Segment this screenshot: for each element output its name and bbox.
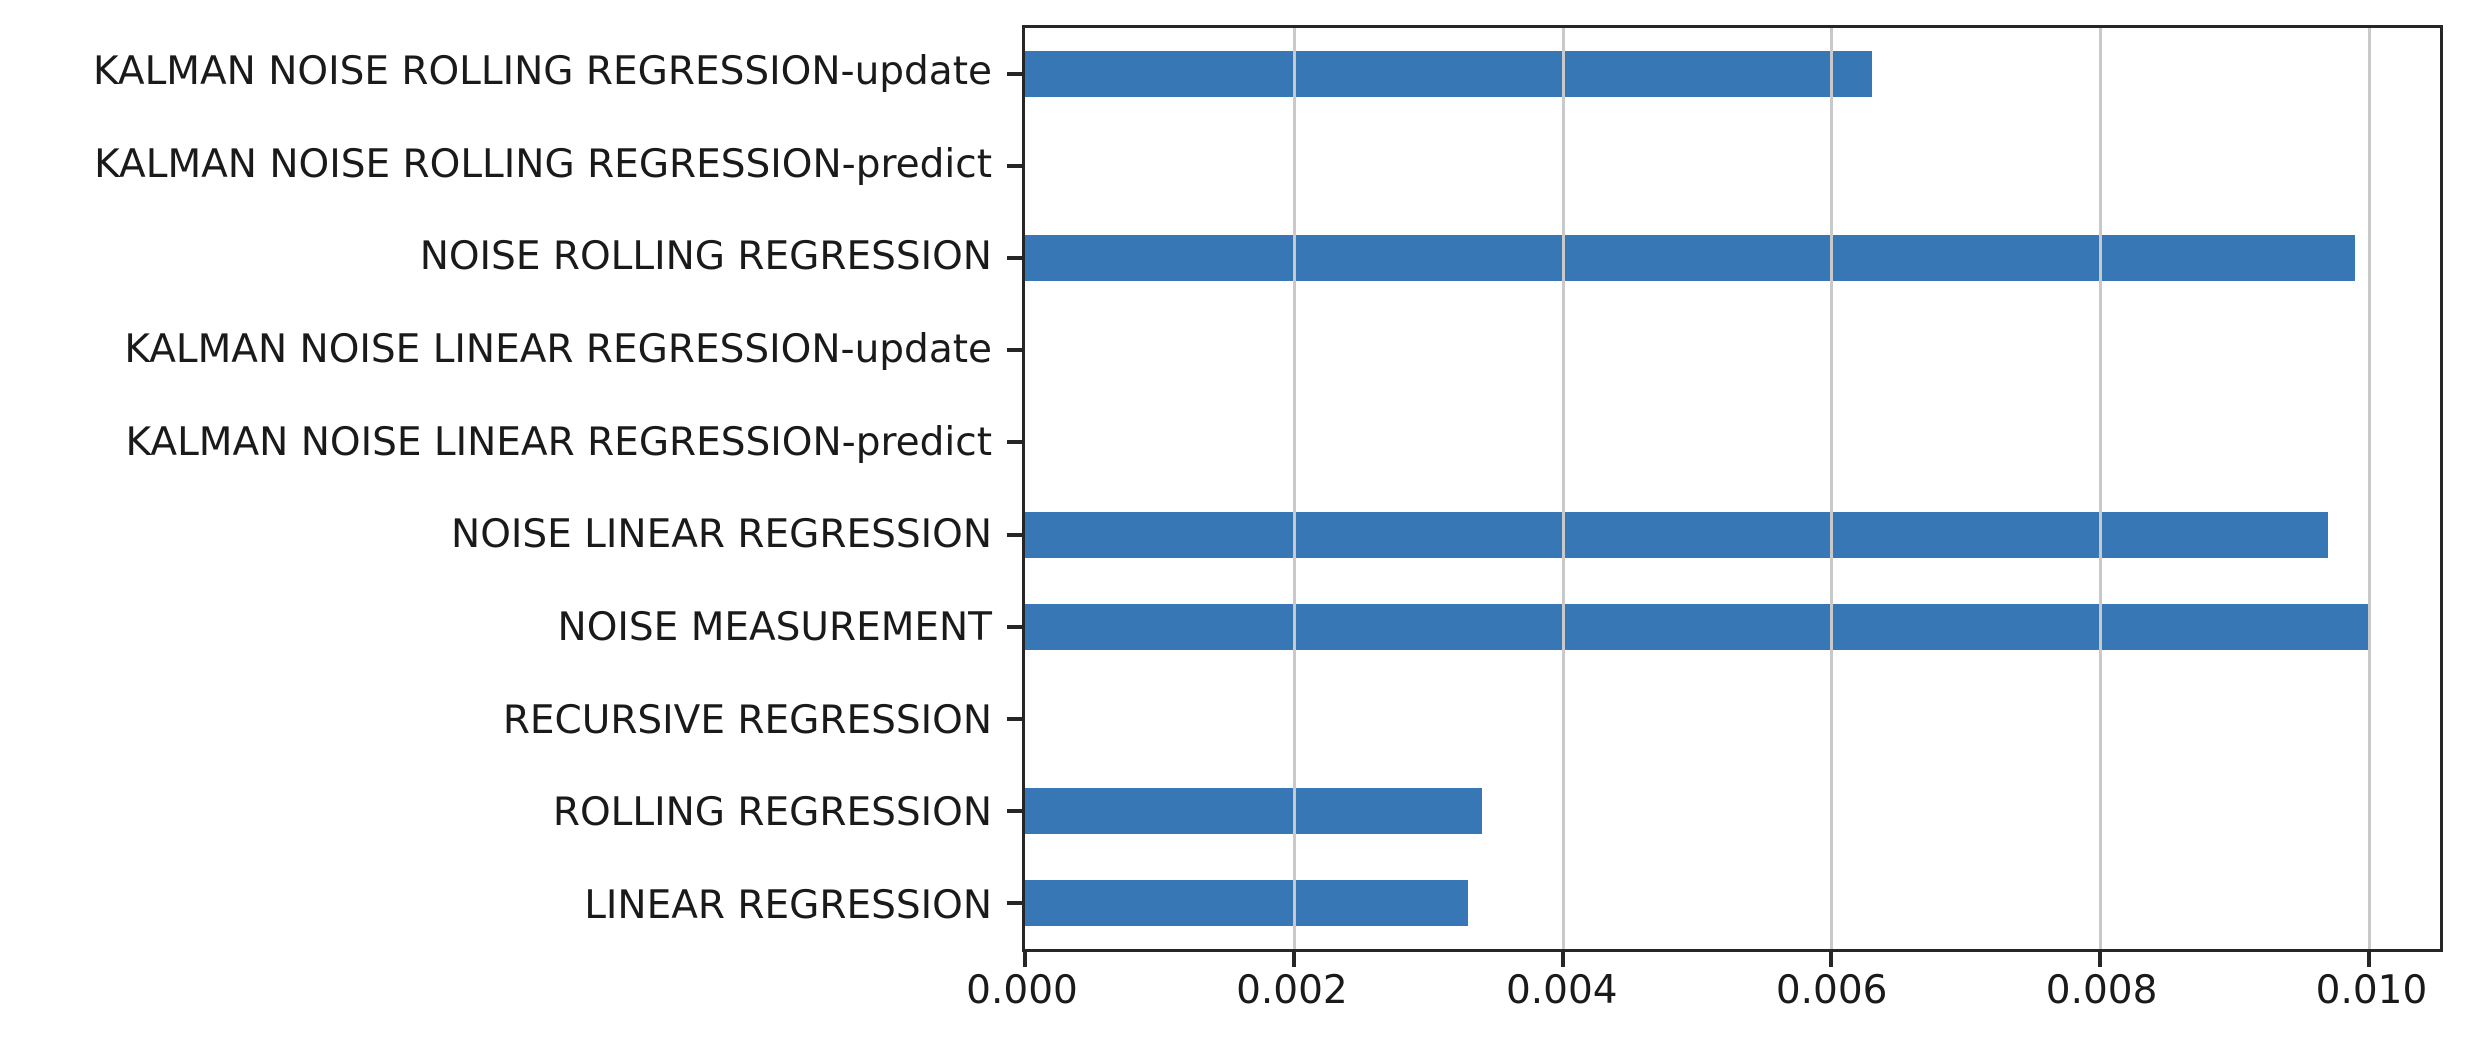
bar [1025, 787, 1482, 834]
y-tick-mark [1007, 808, 1022, 813]
y-tick-label: NOISE ROLLING REGRESSION [419, 234, 992, 280]
x-tick-mark [1829, 952, 1834, 967]
y-tick-mark [1007, 440, 1022, 445]
x-tick-label: 0.006 [1775, 968, 1888, 1013]
y-axis-labels: KALMAN NOISE ROLLING REGRESSION-update KA… [0, 25, 1004, 952]
y-tick-mark [1007, 900, 1022, 905]
y-tick-mark [1007, 164, 1022, 169]
x-tick-mark [1023, 952, 1027, 967]
y-tick-mark [1007, 716, 1022, 721]
x-tick-mark [1291, 952, 1296, 967]
bar [1025, 511, 2329, 558]
y-tick-label: KALMAN NOISE LINEAR REGRESSION-update [124, 326, 992, 372]
y-tick-label: LINEAR REGRESSION [584, 883, 992, 929]
y-tick-label: ROLLING REGRESSION [552, 790, 992, 836]
y-tick-label: KALMAN NOISE ROLLING REGRESSION-predict [94, 141, 992, 187]
y-tick-label: NOISE LINEAR REGRESSION [451, 512, 992, 558]
plot-area [1007, 25, 2443, 967]
bar [1025, 51, 1872, 98]
bar [1025, 235, 2356, 282]
x-tick-label: 0.004 [1505, 968, 1618, 1013]
gridline [1561, 28, 1565, 949]
x-tick-mark [1560, 952, 1565, 967]
x-axis-tick-labels: 0.000 0.002 0.004 0.006 0.008 0.010 [966, 968, 2443, 1028]
y-tick-mark [1007, 256, 1022, 261]
y-tick-label: NOISE MEASUREMENT [557, 605, 992, 651]
bar [1025, 879, 1469, 926]
y-tick-mark [1007, 532, 1022, 537]
y-tick-label: RECURSIVE REGRESSION [502, 697, 992, 743]
x-tick-label: 0.010 [2315, 968, 2428, 1013]
x-tick-label: 0.000 [966, 968, 1078, 1013]
x-tick-label: 0.002 [1236, 968, 1348, 1013]
x-tick-mark [2098, 952, 2103, 967]
y-tick-mark [1007, 624, 1022, 629]
gridline [2367, 28, 2371, 949]
x-tick-label: 0.008 [2045, 968, 2158, 1013]
y-tick-mark [1007, 72, 1022, 77]
gridline [2099, 28, 2103, 949]
bar [1025, 603, 2369, 650]
gridline [1830, 28, 1834, 949]
y-tick-mark [1007, 348, 1022, 353]
y-tick-label: KALMAN NOISE LINEAR REGRESSION-predict [125, 419, 993, 465]
x-tick-mark [2366, 952, 2371, 967]
y-tick-label: KALMAN NOISE ROLLING REGRESSION-update [93, 48, 992, 94]
gridline [1292, 28, 1296, 949]
